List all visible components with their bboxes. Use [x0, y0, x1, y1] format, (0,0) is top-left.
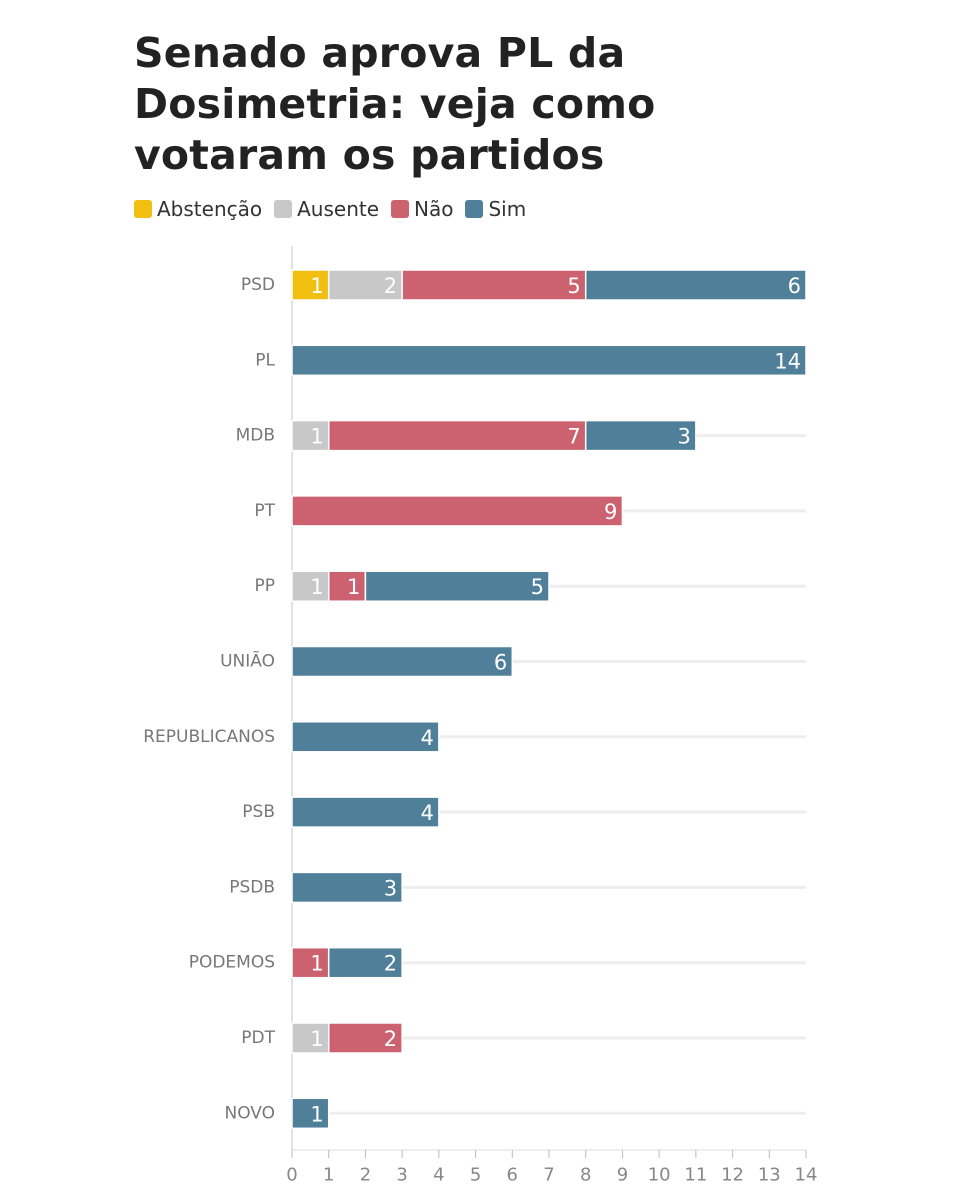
x-tick-label-0: 0 — [286, 1165, 297, 1186]
legend-item-ausente: Ausente — [274, 197, 379, 221]
bar-mdb-sim — [584, 419, 697, 452]
legend-item-sim: Sim — [465, 197, 526, 221]
legend-item-nao: Não — [391, 197, 453, 221]
bar-pp-nao — [327, 570, 367, 602]
bar-psb-sim — [291, 796, 440, 828]
bar-pp-ausente — [291, 570, 330, 602]
legend-label-ausente: Ausente — [297, 197, 380, 221]
data-label-uniao-sim: 6 — [494, 651, 507, 675]
bar-psd-sim — [584, 269, 807, 301]
bar-podemos-sim — [327, 946, 403, 979]
chart-legend: Abstenção Ausente Não Sim — [134, 196, 526, 222]
data-label-republicanos-sim: 4 — [420, 726, 433, 750]
x-tick-label-3: 3 — [396, 1165, 407, 1186]
category-label-psdb: PSDB — [229, 877, 275, 897]
x-tick-label-9: 9 — [617, 1165, 628, 1186]
bar-novo-sim — [291, 1097, 330, 1130]
data-label-mdb-ausente: 1 — [310, 425, 323, 449]
data-label-psb-sim: 4 — [420, 801, 433, 825]
x-tick-label-13: 13 — [758, 1165, 781, 1186]
chart-title: Senado aprova PL da Dosimetria: veja com… — [134, 29, 656, 179]
bar-pp-sim — [364, 570, 550, 602]
bar-pdt-nao — [327, 1022, 403, 1054]
legend-swatch-sim — [465, 200, 484, 218]
category-label-mdb: MDB — [236, 426, 275, 446]
bar-mdb-ausente — [291, 419, 330, 452]
legend-item-abstencao: Abstenção — [134, 197, 262, 221]
bar-podemos-nao — [291, 946, 330, 979]
bar-mdb-nao — [327, 419, 587, 452]
legend-swatch-nao — [391, 200, 410, 218]
category-label-podemos: PODEMOS — [189, 953, 275, 973]
x-tick-label-10: 10 — [648, 1165, 671, 1186]
x-tick-label-2: 2 — [360, 1165, 371, 1186]
data-label-psd-nao: 5 — [567, 274, 580, 298]
data-label-pt-nao: 9 — [604, 500, 617, 524]
legend-swatch-ausente — [274, 200, 293, 218]
data-label-podemos-sim: 2 — [384, 952, 397, 976]
category-label-republicanos: REPUBLICANOS — [143, 727, 275, 747]
x-tick-label-6: 6 — [507, 1165, 518, 1186]
bar-psd-nao — [401, 269, 587, 301]
bar-republicanos-sim — [291, 721, 440, 753]
data-label-pp-nao: 1 — [347, 575, 360, 599]
category-label-uniao: UNIÃO — [220, 650, 275, 672]
category-label-pdt: PDT — [241, 1028, 275, 1048]
data-label-podemos-nao: 1 — [310, 952, 323, 976]
category-label-pl: PL — [255, 350, 275, 370]
legend-swatch-abstencao — [134, 200, 152, 218]
data-label-psd-ausente: 2 — [384, 274, 397, 298]
data-label-psd-sim: 6 — [788, 274, 801, 298]
data-label-pp-sim: 5 — [531, 575, 544, 599]
data-label-pp-ausente: 1 — [310, 575, 323, 599]
bar-psdb-sim — [291, 871, 403, 904]
category-label-novo: NOVO — [224, 1103, 275, 1123]
category-label-pt: PT — [254, 501, 275, 521]
x-tick-label-7: 7 — [543, 1165, 554, 1186]
data-label-mdb-nao: 7 — [567, 425, 580, 449]
legend-label-abstencao: Abstenção — [157, 197, 263, 221]
x-tick-label-1: 1 — [323, 1165, 334, 1186]
data-label-mdb-sim: 3 — [677, 425, 690, 449]
data-label-pl-sim: 14 — [774, 349, 801, 373]
category-label-psd: PSD — [241, 275, 275, 295]
bar-pt-nao — [291, 495, 624, 527]
category-label-psb: PSB — [242, 802, 275, 822]
data-label-pdt-ausente: 1 — [310, 1027, 323, 1051]
x-tick-label-11: 11 — [684, 1165, 707, 1186]
bar-pl-sim — [291, 344, 807, 377]
x-tick-label-8: 8 — [580, 1165, 591, 1186]
data-label-psdb-sim: 3 — [384, 876, 397, 900]
x-tick-label-14: 14 — [795, 1165, 818, 1186]
data-label-psd-abstencao: 1 — [310, 274, 323, 298]
legend-label-sim: Sim — [488, 197, 527, 221]
bar-uniao-sim — [291, 645, 514, 678]
x-tick-label-5: 5 — [470, 1165, 481, 1186]
x-tick-label-12: 12 — [721, 1165, 744, 1186]
legend-label-nao: Não — [414, 197, 454, 221]
data-label-novo-sim: 1 — [310, 1102, 323, 1126]
category-label-pp: PP — [254, 576, 275, 596]
x-tick-label-4: 4 — [433, 1165, 444, 1186]
data-label-pdt-nao: 2 — [384, 1027, 397, 1051]
